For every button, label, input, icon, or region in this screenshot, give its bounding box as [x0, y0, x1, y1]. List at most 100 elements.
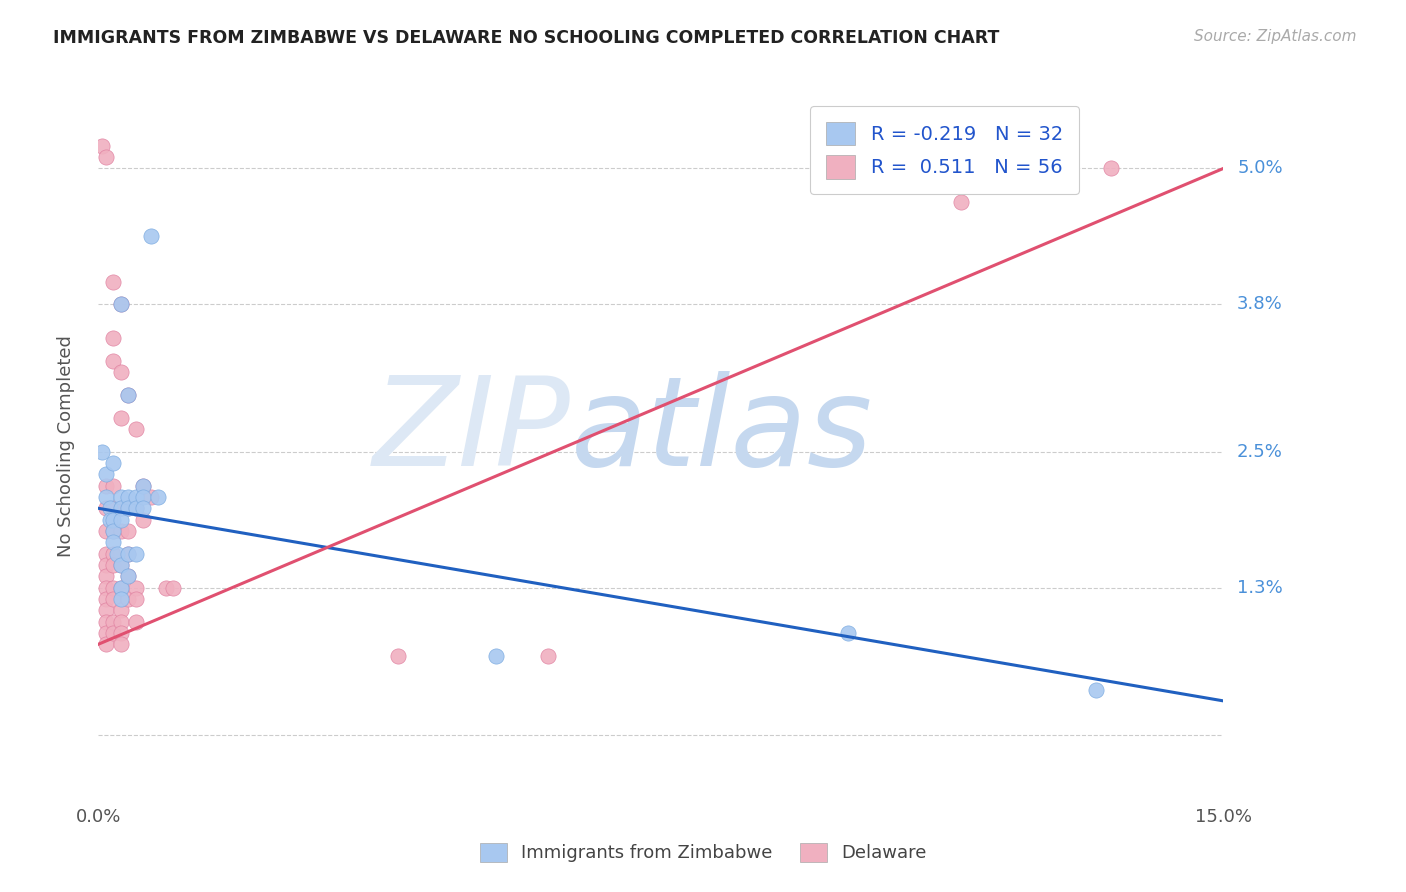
Point [94, 490, 117, 504]
Point [110, 581, 132, 595]
Point [103, 524, 125, 538]
Point [125, 490, 148, 504]
Point [98, 501, 121, 516]
Point [110, 603, 132, 617]
Point [110, 591, 132, 606]
Point [110, 501, 132, 516]
Point [103, 513, 125, 527]
Point [387, 648, 409, 663]
Point [117, 547, 139, 561]
Text: atlas: atlas [571, 371, 873, 492]
Point [110, 558, 132, 572]
Point [132, 513, 155, 527]
Text: 1.3%: 1.3% [1237, 579, 1282, 597]
Point [94, 569, 117, 583]
Point [103, 456, 125, 470]
Point [110, 524, 132, 538]
Point [949, 195, 972, 210]
Text: 5.0%: 5.0% [1237, 160, 1282, 178]
Point [132, 490, 155, 504]
Point [94, 150, 117, 164]
Point [94, 626, 117, 640]
Point [485, 648, 508, 663]
Point [103, 331, 125, 345]
Point [117, 388, 139, 402]
Point [94, 524, 117, 538]
Point [132, 501, 155, 516]
Point [103, 581, 125, 595]
Legend: Immigrants from Zimbabwe, Delaware: Immigrants from Zimbabwe, Delaware [472, 836, 934, 870]
Point [117, 569, 139, 583]
Point [103, 524, 125, 538]
Point [103, 535, 125, 549]
Point [94, 547, 117, 561]
Point [110, 581, 132, 595]
Point [139, 490, 162, 504]
Point [110, 501, 132, 516]
Point [103, 354, 125, 368]
Point [117, 524, 139, 538]
Point [103, 558, 125, 572]
Point [125, 422, 148, 436]
Text: IMMIGRANTS FROM ZIMBABWE VS DELAWARE NO SCHOOLING COMPLETED CORRELATION CHART: IMMIGRANTS FROM ZIMBABWE VS DELAWARE NO … [53, 29, 1000, 46]
Point [125, 501, 148, 516]
Point [125, 615, 148, 629]
Point [125, 581, 148, 595]
Point [148, 490, 170, 504]
Point [1084, 682, 1107, 697]
Point [110, 410, 132, 425]
Point [103, 591, 125, 606]
Point [117, 591, 139, 606]
Point [125, 591, 148, 606]
Point [537, 648, 560, 663]
Point [103, 547, 125, 561]
Point [94, 581, 117, 595]
Point [155, 581, 177, 595]
Point [103, 275, 125, 289]
Point [103, 615, 125, 629]
Point [132, 478, 155, 492]
Point [162, 581, 184, 595]
Point [117, 569, 139, 583]
Point [132, 478, 155, 492]
Point [110, 637, 132, 651]
Point [110, 297, 132, 311]
Text: Source: ZipAtlas.com: Source: ZipAtlas.com [1194, 29, 1357, 44]
Y-axis label: No Schooling Completed: No Schooling Completed [56, 335, 75, 557]
Text: 3.8%: 3.8% [1237, 295, 1282, 313]
Text: ZIP: ZIP [373, 371, 571, 492]
Point [110, 615, 132, 629]
Point [110, 558, 132, 572]
Point [110, 297, 132, 311]
Point [94, 558, 117, 572]
Point [125, 501, 148, 516]
Point [110, 513, 132, 527]
Point [110, 365, 132, 379]
Point [94, 467, 117, 482]
Point [105, 547, 128, 561]
Point [125, 547, 148, 561]
Point [117, 388, 139, 402]
Point [94, 615, 117, 629]
Point [94, 591, 117, 606]
Point [91, 138, 114, 153]
Point [117, 501, 139, 516]
Point [110, 490, 132, 504]
Point [94, 637, 117, 651]
Point [110, 626, 132, 640]
Point [103, 478, 125, 492]
Point [103, 501, 125, 516]
Point [98, 513, 121, 527]
Text: 2.5%: 2.5% [1237, 442, 1284, 460]
Point [837, 626, 859, 640]
Point [117, 490, 139, 504]
Point [94, 501, 117, 516]
Point [139, 229, 162, 244]
Point [1099, 161, 1122, 176]
Point [91, 444, 114, 458]
Point [117, 547, 139, 561]
Point [117, 501, 139, 516]
Point [103, 626, 125, 640]
Legend: R = -0.219   N = 32, R =  0.511   N = 56: R = -0.219 N = 32, R = 0.511 N = 56 [810, 106, 1078, 194]
Point [94, 603, 117, 617]
